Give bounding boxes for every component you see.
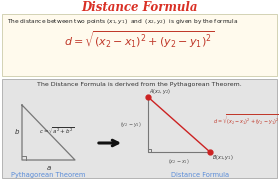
Text: $c = \sqrt{a^2+b^2}$: $c = \sqrt{a^2+b^2}$: [39, 125, 74, 136]
Text: $d = \sqrt{(x_2-x_1)^2+(y_2-y_1)^2}$: $d = \sqrt{(x_2-x_1)^2+(y_2-y_1)^2}$: [213, 113, 279, 127]
Bar: [0, 0, 279, 14]
Bar: [2, 14, 277, 76]
Text: $B(x_1, y_1)$: $B(x_1, y_1)$: [212, 153, 234, 162]
Text: Distance Formula: Distance Formula: [81, 1, 198, 14]
Text: The Distance Formula is derived from the Pythagorean Theorem.: The Distance Formula is derived from the…: [37, 82, 242, 87]
Text: b: b: [15, 129, 19, 136]
Text: The distance between two points $(x_1, y_1)$  and  $(x_2, y_2)$  is given by the: The distance between two points $(x_1, y…: [7, 17, 238, 26]
Text: Distance Formula: Distance Formula: [171, 172, 229, 178]
Bar: [2, 79, 277, 178]
Text: $(y_2-y_1)$: $(y_2-y_1)$: [120, 120, 142, 129]
Text: $d = \sqrt{(x_2 - x_1)^2 + (y_2 - y_1)^2}$: $d = \sqrt{(x_2 - x_1)^2 + (y_2 - y_1)^2…: [64, 30, 215, 50]
Text: Pythagorean Theorem: Pythagorean Theorem: [11, 172, 85, 178]
Text: $A(x_2, y_2)$: $A(x_2, y_2)$: [149, 87, 171, 96]
Text: a: a: [46, 165, 50, 171]
Text: $(x_2-x_1)$: $(x_2-x_1)$: [168, 157, 190, 166]
